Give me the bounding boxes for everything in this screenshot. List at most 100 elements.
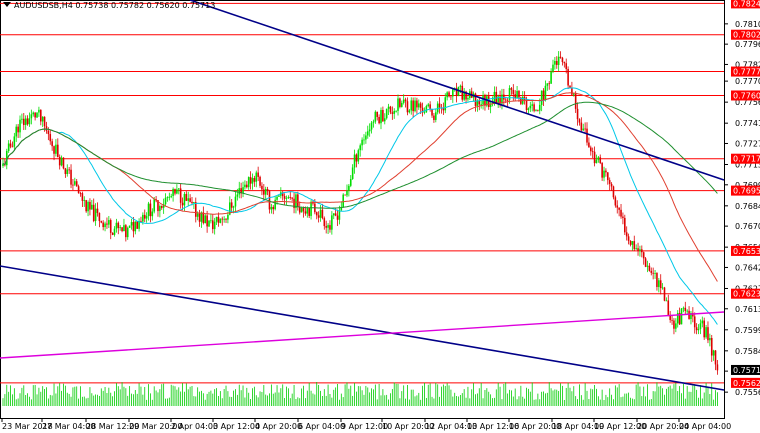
candle: [255, 170, 258, 188]
candle: [297, 191, 299, 211]
downtrend-line-lower[interactable]: [0, 265, 725, 391]
candle: [610, 182, 613, 191]
candle: [164, 193, 167, 207]
candle: [215, 216, 218, 226]
candle: [7, 140, 10, 153]
candle: [408, 108, 411, 114]
candle: [436, 101, 439, 115]
candle: [435, 108, 437, 123]
candle: [446, 91, 448, 101]
candle: [191, 197, 193, 206]
candle: [172, 187, 174, 202]
price-tick-label: 0.77415: [735, 119, 760, 128]
candle: [599, 154, 602, 165]
candle: [412, 97, 414, 118]
candle: [402, 94, 405, 105]
candle: [395, 110, 397, 113]
candle: [346, 184, 348, 198]
candle: [98, 212, 101, 228]
candle: [246, 181, 248, 189]
candle: [22, 112, 25, 131]
magenta-line[interactable]: [0, 311, 725, 359]
moving-average-green: [2, 101, 718, 209]
candle: [635, 244, 637, 250]
candle: [605, 168, 607, 177]
candle: [693, 312, 696, 334]
candle: [353, 149, 356, 174]
price-tick-label: 0.77130: [735, 161, 760, 170]
candle: [699, 319, 702, 335]
candle: [198, 209, 201, 227]
candle: [159, 204, 161, 218]
candle: [516, 86, 518, 99]
candle: [351, 164, 354, 180]
candle: [251, 173, 254, 190]
candle: [705, 324, 707, 339]
candle: [229, 196, 231, 216]
candle: [431, 108, 433, 118]
candle: [121, 227, 123, 233]
candle: [692, 307, 694, 323]
candle: [680, 307, 683, 325]
candle: [569, 85, 571, 88]
time-tick-label: 20 Apr 20:00: [637, 422, 689, 431]
candle: [484, 93, 486, 111]
candle: [642, 251, 645, 265]
candle: [13, 132, 16, 151]
candle: [690, 311, 692, 325]
candle: [510, 86, 513, 95]
candle: [30, 109, 33, 125]
candle: [32, 111, 35, 117]
candle: [140, 216, 142, 223]
time-tick-label: 23 Mar 2018: [2, 422, 53, 431]
time-tick-label: 12 Apr 04:00: [425, 422, 477, 431]
candle: [376, 111, 379, 121]
candle: [440, 103, 443, 114]
candle: [62, 157, 65, 170]
candle: [601, 161, 603, 181]
candle: [463, 88, 465, 102]
price-tick-label: 0.76845: [735, 202, 760, 211]
candle: [213, 217, 216, 235]
candle: [531, 100, 533, 112]
candle: [442, 102, 445, 115]
candle: [414, 97, 416, 113]
time-tick-label: 24 Apr 04:00: [679, 422, 731, 431]
candle: [385, 108, 388, 120]
price-tick-label: 0.77275: [735, 139, 760, 148]
candle: [149, 199, 152, 223]
time-tick-label: 4 Apr 20:00: [255, 422, 302, 431]
candle: [208, 220, 210, 228]
time-tick-label: 19 Apr 12:00: [594, 422, 646, 431]
candle: [709, 333, 711, 347]
candle: [119, 224, 121, 231]
candle: [382, 106, 384, 122]
candle: [117, 221, 120, 235]
candle: [644, 256, 647, 268]
candle: [306, 206, 309, 218]
price-tick-label: 0.77560: [735, 98, 760, 107]
candle: [308, 207, 310, 219]
candle: [631, 241, 634, 251]
candle: [2, 157, 4, 168]
price-tick-label: 0.76990: [735, 181, 760, 190]
price-tick-label: 0.78100: [735, 20, 760, 29]
candle: [68, 166, 70, 174]
candle: [130, 218, 133, 230]
candle: [389, 105, 392, 115]
candle: [281, 190, 284, 201]
candle: [637, 242, 639, 256]
candle: [682, 306, 685, 313]
candle: [211, 213, 214, 234]
candle: [595, 154, 598, 164]
downtrend-line-upper[interactable]: [189, 0, 725, 181]
candle: [616, 200, 619, 214]
candle: [489, 100, 492, 114]
candle: [669, 311, 671, 323]
level-price-label: 0.78241: [731, 0, 760, 9]
level-price-label: 0.76239: [731, 288, 760, 299]
candle: [332, 213, 335, 220]
